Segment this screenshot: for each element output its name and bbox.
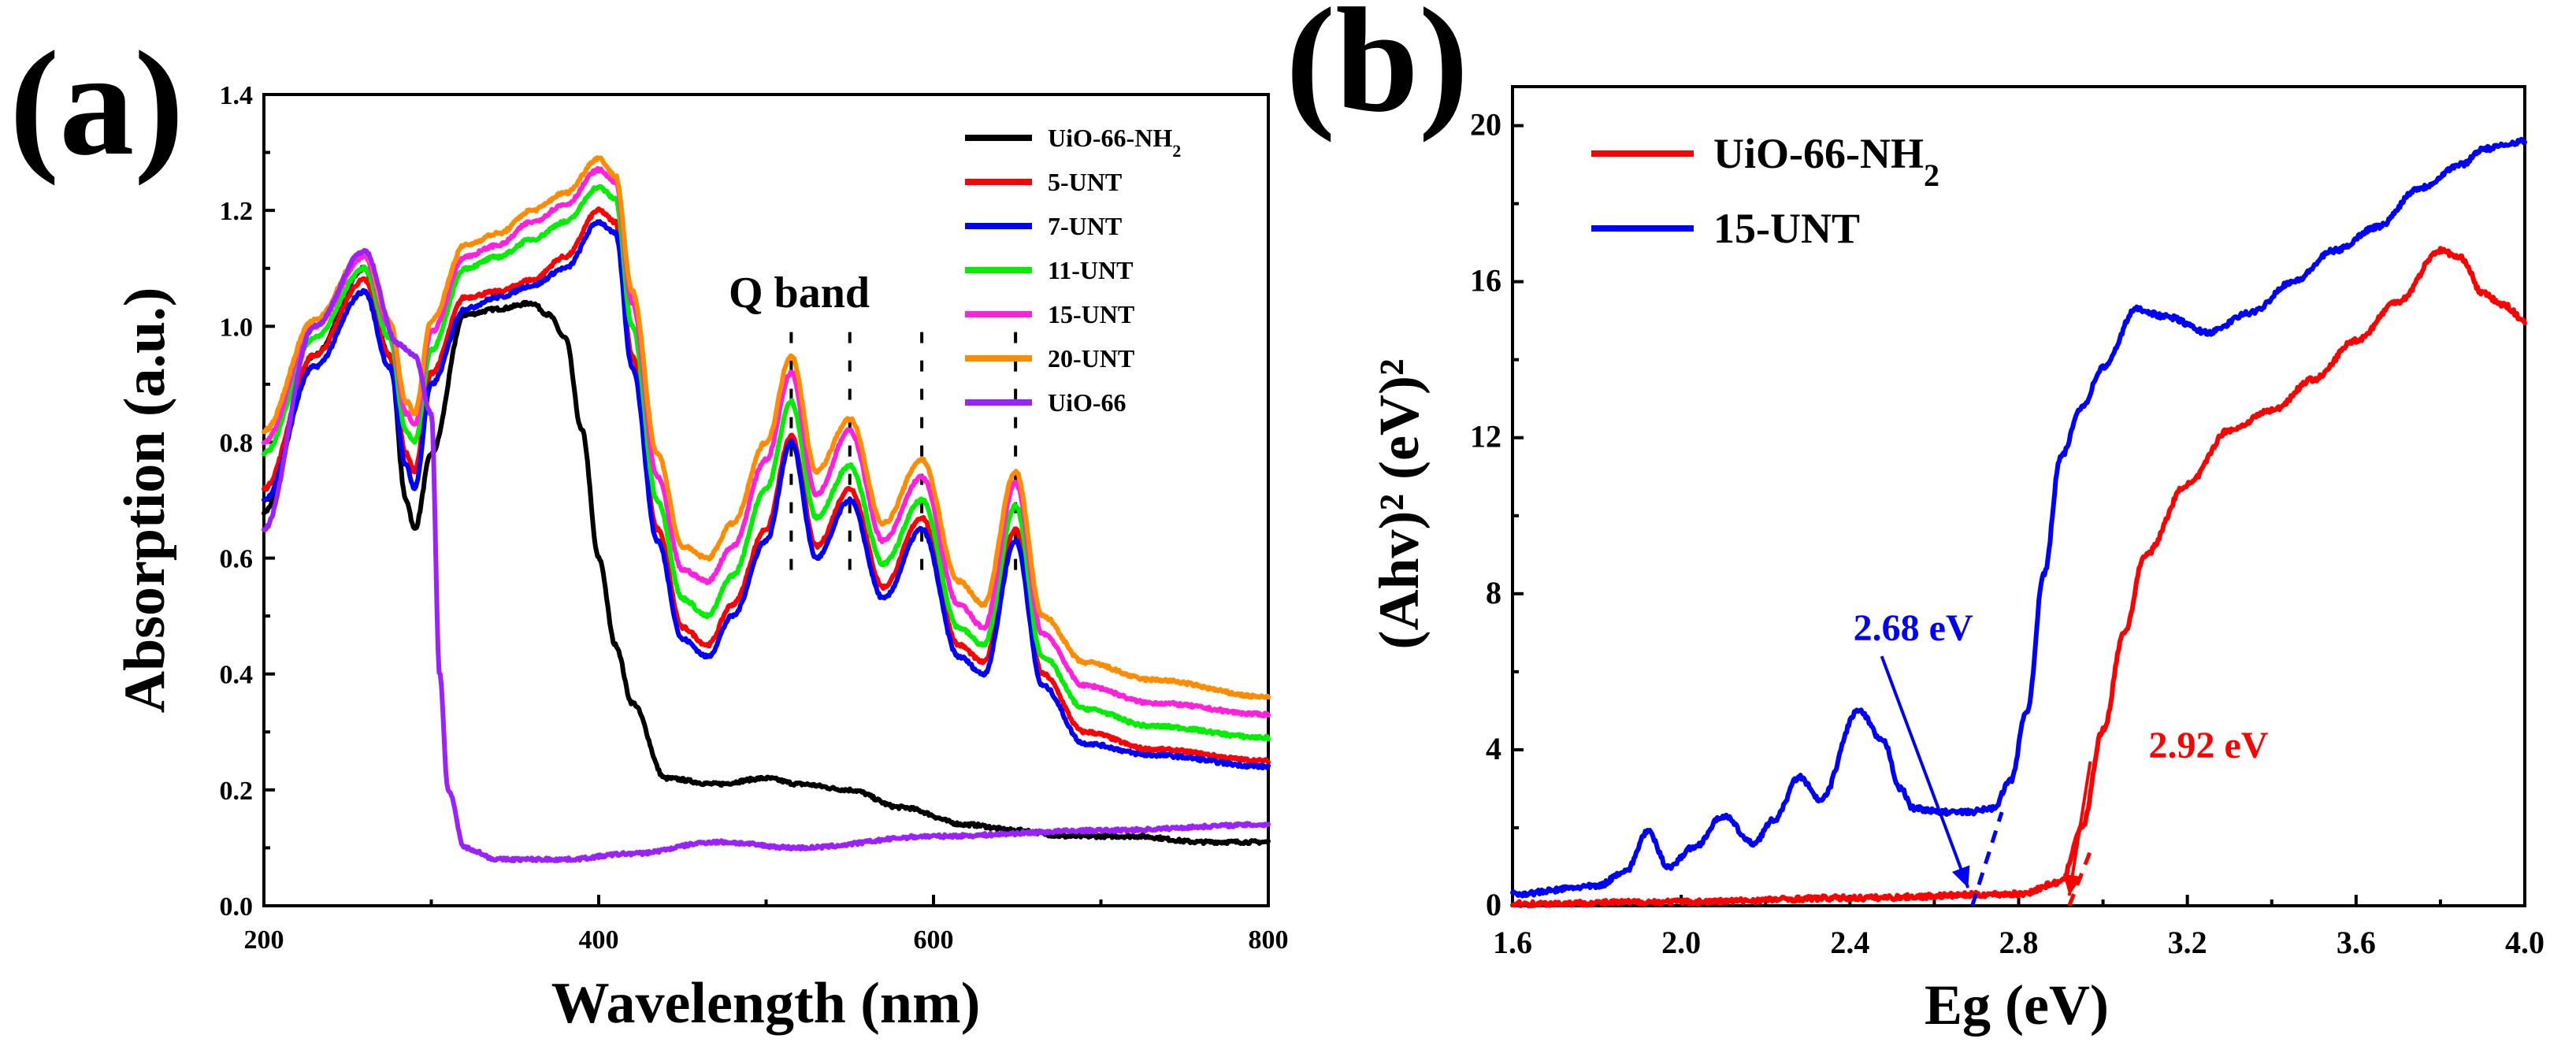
- legend-label: UiO-66-NH2: [1713, 130, 1939, 193]
- q-band-label: Q band: [729, 269, 870, 317]
- x-tick-label: 2.0: [1661, 925, 1701, 960]
- legend-label: UiO-66: [1048, 388, 1127, 417]
- y-tick-label: 20: [1470, 107, 1501, 143]
- x-tick-label: 2.8: [1999, 925, 2039, 960]
- legend-label: 20-UNT: [1048, 344, 1134, 373]
- series-line-7-unt: [262, 219, 1271, 771]
- panel-a-series: [262, 155, 1271, 864]
- y-tick-label: 12: [1470, 419, 1501, 454]
- x-tick-label: 3.2: [2168, 925, 2207, 960]
- legend-label: 15-UNT: [1713, 205, 1860, 252]
- panel-b-series: [1510, 136, 2527, 909]
- series-line-15-unt: [262, 165, 1271, 719]
- panel-a: (a) 200 400 600 800 0.0 0.2 0.4 0.6 0.8 1.0 1.2 1.4…: [9, 21, 1289, 1036]
- y-tick-label: 1.2: [220, 197, 254, 226]
- panel-b-label: (b): [1286, 0, 1468, 143]
- y-tick-label: 1.0: [220, 313, 254, 342]
- legend-label: 11-UNT: [1048, 256, 1133, 284]
- x-tick-label: 4.0: [2505, 925, 2544, 960]
- legend-subscript: 2: [1172, 141, 1181, 161]
- y-tick-label: 16: [1470, 263, 1501, 299]
- x-tick-label: 2.4: [1830, 925, 1869, 960]
- annotation-arrow-head: [2062, 873, 2082, 896]
- panel-a-legend: UiO-66-NH2 5-UNT 7-UNT 11-UNT 15-UNT 20-UNT Ui…: [965, 124, 1181, 417]
- legend-label: 15-UNT: [1048, 300, 1134, 328]
- bandgap-annotation: 2.92 eV: [2148, 725, 2268, 766]
- series-line-5-unt: [262, 206, 1271, 765]
- legend-label: 7-UNT: [1048, 212, 1122, 240]
- legend-subscript: 2: [1924, 158, 1939, 193]
- y-tick-label: 4: [1486, 731, 1501, 766]
- x-tick-label: 1.6: [1493, 925, 1532, 960]
- bandgap-annotation: 2.68 eV: [1854, 607, 1973, 649]
- legend-label: 5-UNT: [1048, 168, 1122, 196]
- panel-b-legend: UiO-66-NH2 15-UNT: [1591, 130, 1939, 252]
- series-line-uio-66-nh: [1510, 246, 2527, 909]
- x-tick-label: 600: [914, 925, 954, 955]
- y-tick-label: 0.8: [220, 428, 254, 458]
- y-tick-label: 0.6: [220, 545, 254, 574]
- panel-b-y-axis-label: (Ahv)² (eV)²: [1368, 358, 1431, 649]
- y-tick-label: 0.4: [220, 661, 254, 690]
- series-line-11-unt: [262, 184, 1271, 742]
- annotation-arrow-line: [2067, 761, 2092, 896]
- panel-b-ticks: 1.6 2.0 2.4 2.8 3.2 3.6 4.0 0 4 8 12 16 20: [1470, 107, 2544, 960]
- panel-b: (b) 1.6 2.0 2.4 2.8 3.2 3.6 4.0 0 4 8 12 16 20 2.68 …: [1286, 0, 2544, 1037]
- y-tick-label: 1.4: [220, 81, 254, 110]
- annotation-arrow-line: [1880, 655, 1970, 888]
- y-tick-label: 0.2: [220, 777, 254, 806]
- x-tick-label: 800: [1249, 925, 1289, 955]
- y-tick-label: 8: [1486, 575, 1501, 610]
- blue-tangent-line: [1970, 811, 2004, 907]
- x-tick-label: 400: [579, 925, 619, 955]
- x-tick-label: 200: [244, 925, 284, 955]
- panel-b-plot-frame: [1511, 85, 2526, 907]
- panel-b-annotations: 2.68 eV 2.92 eV: [1854, 607, 2269, 907]
- panel-a-label: (a): [9, 21, 184, 187]
- annotation-arrow-head: [1951, 865, 1970, 888]
- legend-label: UiO-66-NH2: [1048, 124, 1181, 161]
- y-tick-label: 0.0: [220, 892, 254, 922]
- y-tick-label: 0: [1486, 887, 1501, 922]
- x-tick-label: 3.6: [2337, 925, 2376, 960]
- panel-b-x-axis-label: Eg (eV): [1925, 974, 2109, 1037]
- series-line-20-unt: [262, 155, 1271, 700]
- series-line-15-unt: [1510, 136, 2527, 899]
- panel-a-x-axis-label: Wavelength (nm): [551, 971, 981, 1036]
- panel-a-ticks: 200 400 600 800 0.0 0.2 0.4 0.6 0.8 1.0 1.2 1.4: [220, 81, 1289, 955]
- series-line-uio-66: [262, 247, 1271, 864]
- panel-a-y-axis-label: Absorption (a.u.): [113, 287, 177, 714]
